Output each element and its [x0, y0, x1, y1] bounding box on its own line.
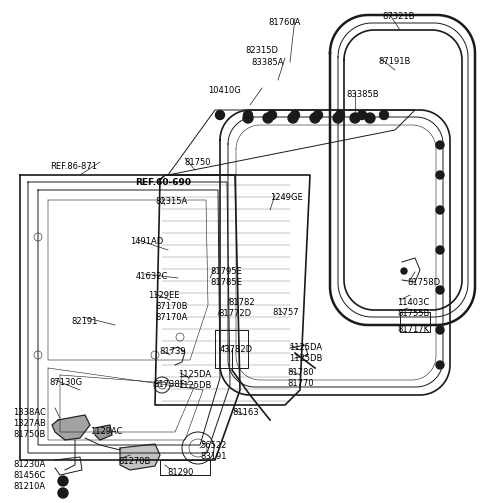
- Text: 81717K: 81717K: [397, 325, 429, 334]
- Text: 56522: 56522: [200, 441, 227, 450]
- Text: 1125DA: 1125DA: [178, 370, 211, 379]
- Text: 81785E: 81785E: [210, 278, 242, 287]
- Text: 81739: 81739: [159, 347, 186, 356]
- Circle shape: [436, 141, 444, 149]
- Text: 1338AC: 1338AC: [13, 408, 46, 417]
- Circle shape: [243, 111, 252, 120]
- Text: 81738F: 81738F: [153, 380, 185, 389]
- Text: 81210A: 81210A: [13, 482, 45, 491]
- Circle shape: [436, 361, 444, 369]
- Text: 87170A: 87170A: [155, 313, 187, 322]
- Polygon shape: [120, 444, 160, 470]
- Text: 1249GE: 1249GE: [270, 193, 303, 202]
- Text: 11403C: 11403C: [397, 298, 429, 307]
- Circle shape: [436, 326, 444, 334]
- Text: 1327AB: 1327AB: [13, 419, 46, 428]
- Text: 82315D: 82315D: [245, 46, 278, 55]
- Circle shape: [58, 488, 68, 498]
- Text: 82315A: 82315A: [155, 197, 187, 206]
- Circle shape: [436, 246, 444, 254]
- Circle shape: [313, 111, 323, 120]
- Text: 81750B: 81750B: [13, 430, 46, 439]
- Circle shape: [333, 113, 343, 123]
- Text: 1125DB: 1125DB: [178, 381, 211, 390]
- Text: 81770: 81770: [287, 379, 313, 388]
- Text: 41632C: 41632C: [136, 272, 168, 281]
- Circle shape: [290, 111, 300, 120]
- Circle shape: [263, 113, 273, 123]
- Text: 81760A: 81760A: [268, 18, 300, 27]
- Text: 87170B: 87170B: [155, 302, 188, 311]
- Circle shape: [436, 206, 444, 214]
- Circle shape: [365, 113, 375, 123]
- Circle shape: [358, 111, 367, 120]
- Text: 81780: 81780: [287, 368, 313, 377]
- Text: REF.86-871: REF.86-871: [50, 162, 97, 171]
- Circle shape: [58, 476, 68, 486]
- Text: 81750: 81750: [184, 158, 211, 167]
- Text: 81782: 81782: [228, 298, 254, 307]
- Circle shape: [243, 113, 253, 123]
- Text: 87321B: 87321B: [382, 12, 415, 21]
- Text: 83385B: 83385B: [346, 90, 379, 99]
- Text: 81230A: 81230A: [13, 460, 45, 469]
- Text: 1129AC: 1129AC: [90, 427, 122, 436]
- Circle shape: [436, 171, 444, 179]
- Text: 81270B: 81270B: [118, 457, 150, 466]
- Text: 81795E: 81795E: [210, 267, 242, 276]
- Circle shape: [380, 111, 388, 120]
- Circle shape: [401, 268, 407, 274]
- Text: 87191B: 87191B: [378, 57, 410, 66]
- Text: 81456C: 81456C: [13, 471, 46, 480]
- Text: 81757: 81757: [272, 308, 299, 317]
- Text: REF.60-690: REF.60-690: [135, 178, 191, 187]
- Text: 81755B: 81755B: [397, 309, 430, 318]
- Circle shape: [336, 111, 345, 120]
- Text: 1129EE: 1129EE: [148, 291, 180, 300]
- Polygon shape: [95, 425, 112, 440]
- Text: 82191: 82191: [71, 317, 97, 326]
- Text: 10410G: 10410G: [208, 86, 241, 95]
- Text: 81772D: 81772D: [218, 309, 251, 318]
- Circle shape: [267, 111, 276, 120]
- Text: 1125DB: 1125DB: [289, 354, 323, 363]
- Text: 1491AD: 1491AD: [130, 237, 163, 246]
- Circle shape: [350, 113, 360, 123]
- Text: 81758D: 81758D: [407, 278, 440, 287]
- Circle shape: [288, 113, 298, 123]
- Text: 87130G: 87130G: [49, 378, 82, 387]
- Text: 81290: 81290: [167, 468, 193, 477]
- Text: 83191: 83191: [200, 452, 227, 461]
- Text: 83385A: 83385A: [251, 58, 284, 67]
- Polygon shape: [52, 415, 90, 440]
- Text: 43782D: 43782D: [220, 345, 253, 354]
- Circle shape: [216, 111, 225, 120]
- Text: 1125DA: 1125DA: [289, 343, 322, 352]
- Circle shape: [310, 113, 320, 123]
- Text: 81163: 81163: [232, 408, 259, 417]
- Circle shape: [436, 286, 444, 294]
